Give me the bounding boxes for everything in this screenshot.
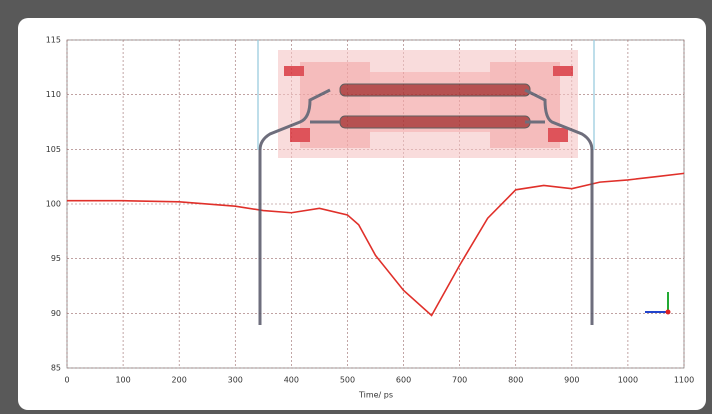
y-tick-label: 105 xyxy=(46,145,61,154)
y-tick-label: 90 xyxy=(51,309,61,318)
x-tick-label: 400 xyxy=(284,376,299,385)
x-tick-label: 700 xyxy=(452,376,467,385)
x-axis-label: Time/ ps xyxy=(358,391,393,400)
x-tick-label: 800 xyxy=(508,376,523,385)
y-tick-label: 110 xyxy=(46,90,61,99)
y-tick-label: 85 xyxy=(51,364,61,373)
y-tick-label: 115 xyxy=(46,36,61,45)
y-tick-label: 100 xyxy=(46,200,61,209)
chart: 85 90 95 100 105 110 115 0 100 200 300 400 500 600 700… xyxy=(0,0,712,414)
x-tick-label: 900 xyxy=(564,376,579,385)
x-tick-label: 500 xyxy=(340,376,355,385)
x-tick-label: 200 xyxy=(172,376,187,385)
x-tick-label: 100 xyxy=(115,376,130,385)
x-tick-label: 300 xyxy=(228,376,243,385)
x-tick-label: 600 xyxy=(396,376,411,385)
x-tick-label: 1100 xyxy=(674,376,694,385)
y-tick-label: 95 xyxy=(51,254,61,263)
x-tick-label: 1000 xyxy=(618,376,638,385)
x-tick-label: 0 xyxy=(64,376,69,385)
page: 85 90 95 100 105 110 115 0 100 200 300 400 500 600 700… xyxy=(0,0,712,414)
